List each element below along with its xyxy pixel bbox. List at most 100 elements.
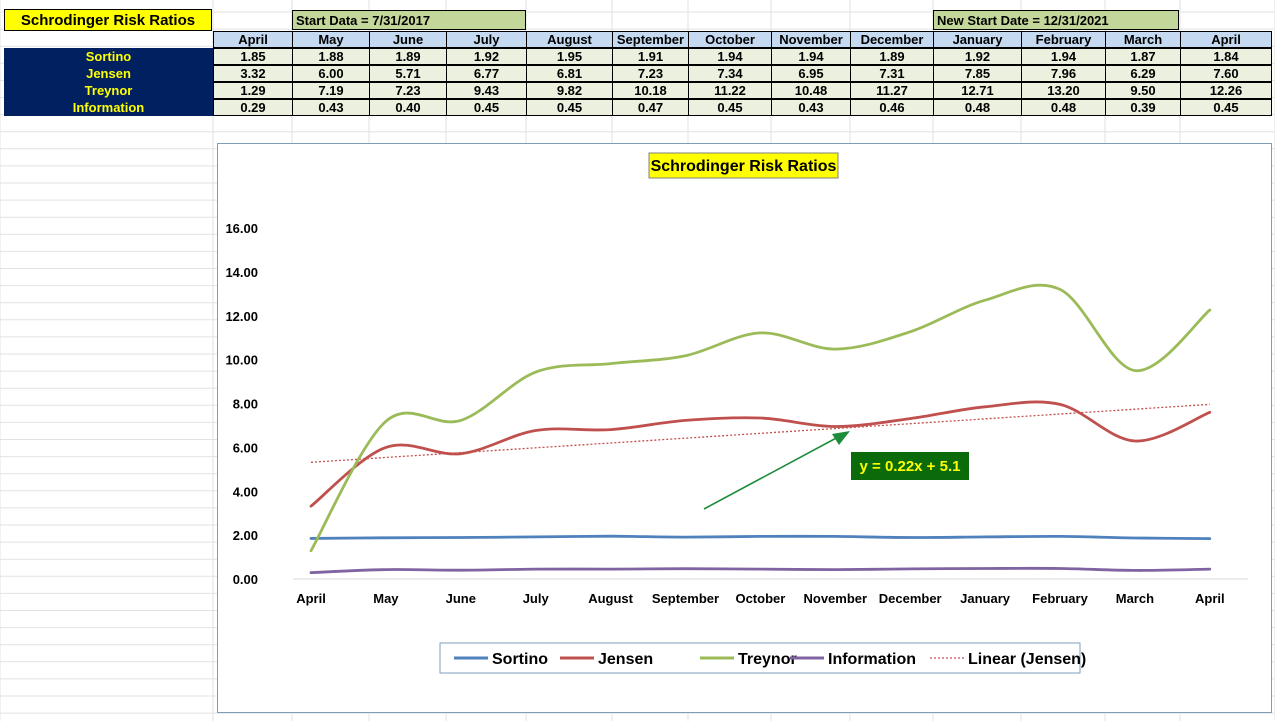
value-cell[interactable]: 7.60 — [1180, 65, 1272, 82]
legend-label: Linear (Jensen) — [968, 651, 1086, 668]
value-cell[interactable]: 0.29 — [213, 99, 293, 116]
value-cell[interactable]: 7.31 — [850, 65, 934, 82]
value-cell[interactable]: 1.94 — [688, 48, 772, 65]
value-cell[interactable]: 3.32 — [213, 65, 293, 82]
column-header-month[interactable]: May — [292, 31, 370, 48]
value-cell[interactable]: 0.46 — [850, 99, 934, 116]
value-cell[interactable]: 7.23 — [612, 65, 689, 82]
row-label-information[interactable]: Information — [4, 99, 213, 116]
value-cell[interactable]: 6.77 — [446, 65, 527, 82]
x-tick-label: April — [296, 591, 326, 606]
row-label-treynor[interactable]: Treynor — [4, 82, 213, 99]
column-header-month[interactable]: October — [688, 31, 772, 48]
value-cell[interactable]: 11.22 — [688, 82, 772, 99]
value-cell[interactable]: 10.18 — [612, 82, 689, 99]
column-header-month[interactable]: August — [526, 31, 613, 48]
value-cell[interactable]: 7.34 — [688, 65, 772, 82]
x-tick-label: October — [735, 591, 785, 606]
legend-box — [439, 642, 1081, 674]
column-header-month[interactable]: December — [850, 31, 934, 48]
value-cell[interactable]: 0.48 — [933, 99, 1022, 116]
value-cell[interactable]: 1.88 — [292, 48, 370, 65]
value-cell[interactable]: 1.95 — [526, 48, 613, 65]
value-cell[interactable]: 0.40 — [369, 99, 447, 116]
value-cell[interactable]: 0.45 — [688, 99, 772, 116]
column-header-month[interactable]: March — [1105, 31, 1181, 48]
value-cell[interactable]: 6.29 — [1105, 65, 1181, 82]
value-cell[interactable]: 13.20 — [1021, 82, 1106, 99]
value-cell[interactable]: 1.29 — [213, 82, 293, 99]
legend-label: Jensen — [598, 651, 653, 668]
value-cell[interactable]: 7.23 — [369, 82, 447, 99]
value-cell[interactable]: 10.48 — [771, 82, 851, 99]
value-cell[interactable]: 0.45 — [1180, 99, 1272, 116]
chart-area[interactable]: Schrodinger Risk Ratios 0.00 2.00 4.00 6.00 8… — [217, 143, 1272, 713]
value-cell[interactable]: 0.43 — [771, 99, 851, 116]
series-line-treynor — [309, 283, 1212, 553]
arrow-head — [832, 431, 850, 445]
trendline-equation: y = 0.22x + 5.1 — [851, 452, 969, 480]
chart-legend: Sortino Jensen Treynor Information Linear (J… — [439, 642, 1086, 674]
value-cell[interactable]: 7.96 — [1021, 65, 1106, 82]
value-cell[interactable]: 9.43 — [446, 82, 527, 99]
value-cell[interactable]: 9.50 — [1105, 82, 1181, 99]
y-tick-label: 8.00 — [233, 397, 258, 412]
y-tick-label: 12.00 — [225, 309, 258, 324]
value-cell[interactable]: 0.45 — [526, 99, 613, 116]
value-cell[interactable]: 7.19 — [292, 82, 370, 99]
value-cell[interactable]: 1.92 — [933, 48, 1022, 65]
value-cell[interactable]: 1.89 — [850, 48, 934, 65]
y-tick-label: 4.00 — [233, 484, 258, 499]
value-cell[interactable]: 1.92 — [446, 48, 527, 65]
y-tick-label: 6.00 — [233, 440, 258, 455]
column-header-month[interactable]: June — [369, 31, 447, 48]
x-tick-label: November — [804, 591, 868, 606]
value-cell[interactable]: 1.94 — [771, 48, 851, 65]
sheet-title-cell[interactable]: Schrodinger Risk Ratios — [4, 9, 212, 31]
column-header-month[interactable]: July — [446, 31, 527, 48]
x-tick-label: February — [1032, 591, 1088, 606]
column-header-month[interactable]: September — [612, 31, 689, 48]
value-cell[interactable]: 6.95 — [771, 65, 851, 82]
value-cell[interactable]: 7.85 — [933, 65, 1022, 82]
value-cell[interactable]: 0.48 — [1021, 99, 1106, 116]
value-cell[interactable]: 1.91 — [612, 48, 689, 65]
row-label-jensen[interactable]: Jensen — [4, 65, 213, 82]
row-label-sortino[interactable]: Sortino — [4, 48, 213, 65]
chart-title: Schrodinger Risk Ratios — [648, 152, 839, 179]
column-header-month[interactable]: January — [933, 31, 1022, 48]
value-cell[interactable]: 1.89 — [369, 48, 447, 65]
value-cell[interactable]: 1.85 — [213, 48, 293, 65]
series-line-information — [309, 566, 1212, 575]
value-cell[interactable]: 6.00 — [292, 65, 370, 82]
value-cell[interactable]: 1.94 — [1021, 48, 1106, 65]
y-tick-label: 2.00 — [233, 528, 258, 543]
y-tick-label: 16.00 — [225, 221, 258, 236]
x-tick-label: April — [1195, 591, 1225, 606]
column-header-month[interactable]: February — [1021, 31, 1106, 48]
value-cell[interactable]: 0.45 — [446, 99, 527, 116]
value-cell[interactable]: 9.82 — [526, 82, 613, 99]
value-cell[interactable]: 1.84 — [1180, 48, 1272, 65]
legend-label: Sortino — [492, 651, 548, 668]
x-tick-label: August — [588, 591, 633, 606]
column-header-month[interactable]: November — [771, 31, 851, 48]
value-cell[interactable]: 0.39 — [1105, 99, 1181, 116]
value-cell[interactable]: 12.71 — [933, 82, 1022, 99]
value-cell[interactable]: 0.43 — [292, 99, 370, 116]
column-header-month[interactable]: April — [213, 31, 293, 48]
equation-box — [851, 452, 969, 480]
value-cell[interactable]: 6.81 — [526, 65, 613, 82]
value-cell[interactable]: 5.71 — [369, 65, 447, 82]
x-tick-label: March — [1116, 591, 1154, 606]
start-date-note[interactable]: Start Data = 7/31/2017 — [292, 10, 526, 30]
x-tick-label: May — [373, 591, 399, 606]
column-header-month[interactable]: April — [1180, 31, 1272, 48]
value-cell[interactable]: 1.87 — [1105, 48, 1181, 65]
value-cell[interactable]: 12.26 — [1180, 82, 1272, 99]
line-chart: Schrodinger Risk Ratios 0.00 2.00 4.00 6.00 8… — [225, 152, 1248, 674]
value-cell[interactable]: 11.27 — [850, 82, 934, 99]
x-tick-label: June — [446, 591, 476, 606]
value-cell[interactable]: 0.47 — [612, 99, 689, 116]
new-start-date-note[interactable]: New Start Date = 12/31/2021 — [933, 10, 1179, 30]
